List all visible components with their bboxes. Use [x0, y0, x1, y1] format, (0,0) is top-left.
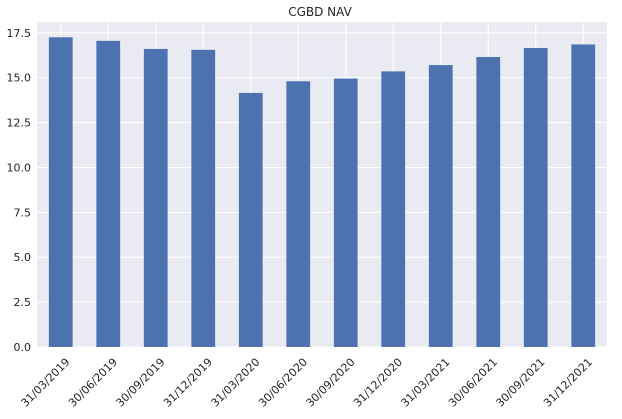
x-tick-label: 31/12/2020	[351, 356, 405, 410]
x-tick-label: 31/03/2021	[399, 356, 453, 410]
x-tick-label: 31/03/2019	[19, 356, 73, 410]
x-tick-label: 30/09/2021	[494, 356, 548, 410]
y-tick-label: 10.0	[7, 161, 32, 174]
bar	[476, 57, 501, 347]
plot-area	[37, 22, 607, 347]
x-tick-label: 30/06/2019	[66, 356, 120, 410]
x-tick-label: 30/06/2021	[446, 356, 500, 410]
bar	[48, 37, 73, 348]
bar	[333, 78, 358, 347]
bar	[381, 71, 406, 348]
x-axis-ticks: 31/03/201930/06/201930/09/201931/12/2019…	[19, 356, 596, 410]
bar	[428, 65, 453, 347]
x-tick-label: 31/12/2019	[161, 356, 215, 410]
x-tick-label: 31/03/2020	[209, 356, 263, 410]
y-tick-label: 0.0	[14, 341, 32, 354]
x-tick-label: 31/12/2021	[541, 356, 595, 410]
y-tick-label: 5.0	[14, 251, 32, 264]
bar-series	[48, 37, 596, 348]
y-tick-label: 2.5	[14, 296, 32, 309]
bar	[143, 48, 168, 347]
y-axis-ticks: 0.0 2.5 5.0 7.5 10.0 12.5 15.0 17.5	[7, 27, 32, 354]
y-tick-label: 15.0	[7, 72, 32, 85]
x-tick-label: 30/09/2020	[304, 356, 358, 410]
x-tick-label: 30/09/2019	[114, 356, 168, 410]
y-tick-label: 17.5	[7, 27, 32, 40]
y-tick-label: 12.5	[7, 117, 32, 130]
x-tick-label: 30/06/2020	[256, 356, 310, 410]
bar	[523, 48, 548, 347]
y-tick-label: 7.5	[14, 206, 32, 219]
bar	[571, 44, 596, 347]
chart-title: CGBD NAV	[288, 5, 352, 19]
bar	[96, 40, 121, 348]
bar	[238, 92, 263, 347]
bar	[191, 49, 216, 348]
bar	[286, 81, 311, 347]
